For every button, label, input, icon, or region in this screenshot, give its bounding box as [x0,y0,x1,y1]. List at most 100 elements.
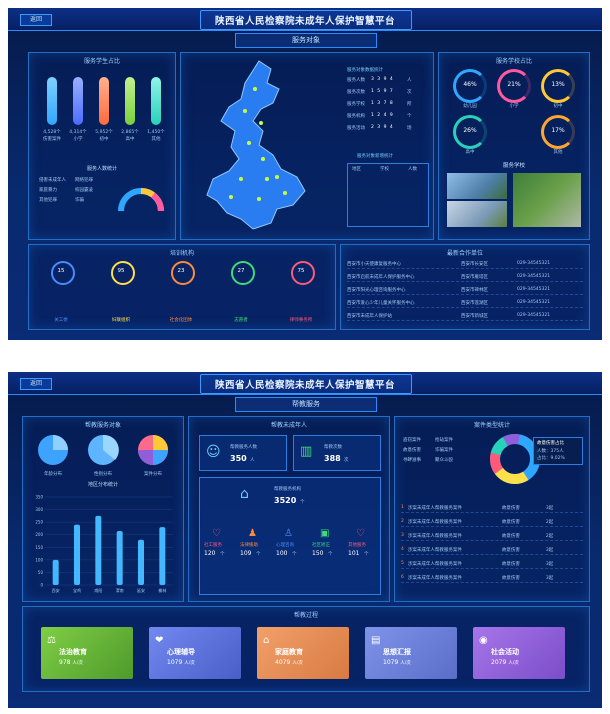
case-name: 涉案未成年人帮教服务案件 [407,547,462,553]
back-button[interactable]: 返回 [20,378,52,390]
process-card-psych[interactable]: ❤ 心理辅导 1079 人/次 [149,627,241,679]
process-title: 社会活动 [491,648,519,656]
cylinder-value: 4,314个 [69,130,87,135]
org-type-value: 150 [312,550,324,557]
ring-label: 幼儿园 [463,104,477,109]
map-stat-unit: 人 [407,78,412,83]
process-card-activity[interactable]: ◉ 社会活动 2079 人/次 [473,627,565,679]
top-bar: 陕西省人民检察院未成年人保护智慧平台 返回 [8,372,602,395]
heart-hands-icon: ❤ [155,635,164,646]
case-type: 故意伤害 [501,547,520,553]
cylinder-bar [73,77,83,125]
case-type: 故意伤害 [501,575,520,581]
map-stat-label: 服务次数 [347,90,365,95]
org-type-value: 109 [240,550,252,557]
map-stat-value: 1 5 9 7 [371,89,394,94]
y-tick-label: 350 [35,495,43,500]
partner-name: 西安市爱心少年儿童关怀服务中心 [347,300,415,306]
institution-value: 95 [117,268,125,274]
document-icon: ▤ [371,635,381,646]
map-stat-label: 服务人数 [347,78,365,83]
ring-label: 其他 [553,150,563,155]
org-type-label: 社工服务 [204,543,222,548]
ring-value: 26% [463,127,477,134]
people-icon: ☺ [206,444,221,460]
pie-label: 年龄分布 [44,472,62,477]
case-count: 3起 [545,547,554,553]
partner-phone: 029-34545321 [517,287,551,292]
map-stat-value: 1 2 4 9 [371,113,394,118]
scale-icon: ⚖ [47,635,56,646]
family-icon: ♟ [248,528,257,539]
map-stat-unit: 次 [407,90,412,95]
case-row[interactable]: 5 涉案未成年人帮教服务案件 故意伤害 3起 [401,559,583,569]
org-type-value: 101 [348,550,360,557]
ring-value: 46% [463,81,477,88]
partner-name: 西安市启航未成年人保护服务中心 [347,274,415,280]
org-unit: 个 [300,500,305,505]
partner-phone: 029-34545321 [517,261,551,266]
partner-row[interactable]: 西安市阳光心理咨询服务中心 西安市碑林区 029-34545321 [347,285,583,295]
legend-item: 盗窃案件 [403,438,421,443]
institution-value: 23 [177,268,185,274]
legend-item: 故意伤害 [403,448,421,453]
institution-label: 社会化团体 [169,318,193,323]
case-legend: 盗窃案件 抢劫案件 故意伤害 诈骗案件 寻衅滋事 聚众斗殴 [403,437,467,487]
partner-phone: 029-34545321 [517,274,551,279]
bar [138,539,144,585]
institution-ring [51,261,75,285]
cylinder-label: 其他 [151,137,161,142]
case-type: 故意伤害 [501,533,520,539]
case-name: 涉案未成年人帮教服务案件 [407,505,462,511]
x-tick-label: 西安 [52,587,60,593]
bar [74,524,80,585]
x-tick-label: 延安 [137,587,145,593]
title-frame [200,10,412,30]
process-card-report[interactable]: ▤ 思想汇报 1079 人/次 [365,627,457,679]
tooltip-line: 人数：375人 [537,449,564,454]
case-row[interactable]: 6 涉案未成年人帮教服务案件 故意伤害 3起 [401,573,583,583]
partner-place: 西安市莲湖区 [461,300,488,306]
process-card-legal[interactable]: ⚖ 法治教育 978 人/次 [41,627,133,679]
cylinder-bar [151,77,161,125]
map-stat-unit: 个 [407,114,412,119]
bar-chart-title: 地区分布统计 [87,482,118,488]
map-stats-title: 服务对象数据统计 [347,68,383,73]
bar [116,530,123,585]
pie-label: 性别分布 [94,472,112,477]
legend-item: 诈骗案件 [435,448,453,453]
panel-title: 帮教过程 [293,612,318,619]
map-stat-label: 服务机构 [347,114,365,119]
case-no: 2 [401,519,404,524]
school-photo [447,173,507,199]
case-row[interactable]: 3 涉案未成年人帮教服务案件 故意伤害 2起 [401,531,583,541]
partner-row[interactable]: 西安市爱心少年儿童关怀服务中心 西安市莲湖区 029-34545321 [347,298,583,308]
region-bar-chart: 0 50 100 150 200 250 300 350 西安 宝鸡 咸阳 渭南 延安 榆林 [35,495,173,593]
org-type-unit: 个 [364,552,369,557]
case-tooltip: 故意伤害占比 人数：375人 占比：9.02% [533,437,583,465]
school-photo [513,173,581,227]
legend-item: 诈骗 [75,198,84,203]
cylinder-value: 5,952个 [95,130,113,135]
case-no: 6 [401,575,404,580]
building-icon: ⌂ [240,486,249,502]
case-row[interactable]: 2 涉案未成年人帮教服务案件 故意伤害 2起 [401,517,583,527]
partner-place: 西安市新城区 [461,313,488,319]
ratio-ring [541,69,575,103]
process-card-family[interactable]: ⌂ 家庭教育 4079 人/次 [257,627,349,679]
org-type-value: 120 [204,550,216,557]
org-type-label: 其他服务 [348,543,366,548]
partner-place: 西安市长安区 [461,261,488,267]
partner-row[interactable]: 西安市未成年人保护站 西安市新城区 029-34545321 [347,311,583,321]
panel-title: 培训机构 [169,250,194,257]
partner-name: 西安市阳光心理咨询服务中心 [347,287,406,293]
partner-row[interactable]: 西安市启航未成年人保护服务中心 西安市雁塔区 029-34545321 [347,272,583,282]
partner-row[interactable]: 西安市小天使康复服务中心 西安市长安区 029-34545321 [347,259,583,269]
ratio-ring [497,69,531,103]
case-type: 故意伤害 [501,519,520,525]
case-row[interactable]: 4 涉案未成年人帮教服务案件 故意伤害 3起 [401,545,583,555]
back-button[interactable]: 返回 [20,14,52,26]
ring-value: 13% [551,81,565,88]
case-row[interactable]: 1 涉案未成年人帮教服务案件 故意伤害 3起 [401,503,583,513]
ring-label: 高中 [465,150,475,155]
